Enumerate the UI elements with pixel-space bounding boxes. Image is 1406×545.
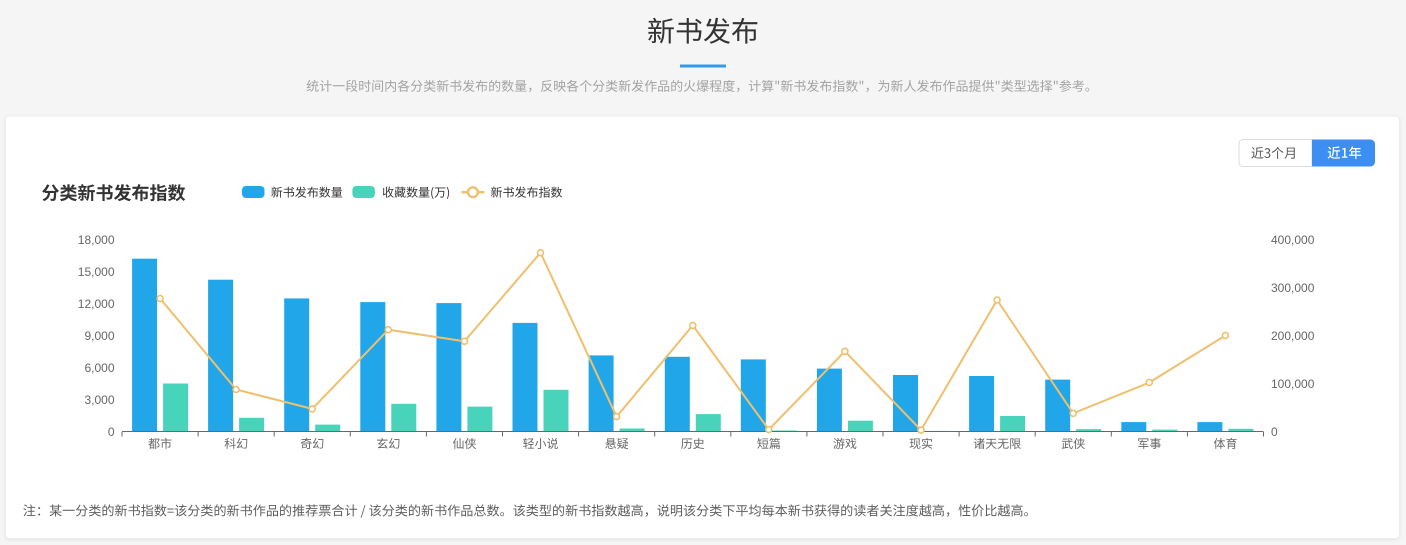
svg-text:12,000: 12,000 (78, 297, 115, 311)
svg-text:0: 0 (108, 425, 115, 439)
svg-text:400,000: 400,000 (1271, 233, 1315, 247)
svg-text:3,000: 3,000 (84, 393, 114, 407)
svg-text:6,000: 6,000 (84, 361, 114, 375)
svg-text:9,000: 9,000 (84, 329, 114, 343)
svg-text:15,000: 15,000 (78, 265, 115, 279)
svg-text:200,000: 200,000 (1271, 329, 1315, 343)
svg-text:300,000: 300,000 (1271, 281, 1315, 295)
svg-text:18,000: 18,000 (78, 233, 115, 247)
svg-text:0: 0 (1271, 425, 1278, 439)
svg-text:100,000: 100,000 (1271, 377, 1315, 391)
